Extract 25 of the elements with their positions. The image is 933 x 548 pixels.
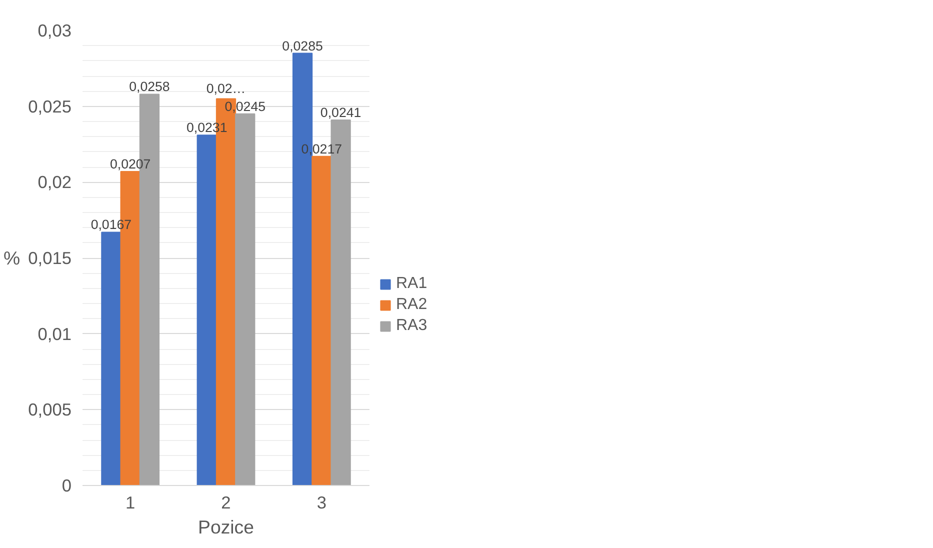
y-tick-label: 0,005 [28,400,72,420]
bar [235,113,256,486]
x-tick-label: 3 [316,492,326,512]
x-axis-title: Pozice [198,516,254,538]
y-tick-label: 0,01 [38,324,72,344]
data-label: 0,0258 [129,79,170,94]
legend-label: RA1 [396,275,428,293]
bar [101,232,122,486]
data-label: 0,0241 [320,104,362,120]
bar [312,156,332,486]
y-tick-label: 0,015 [28,248,72,268]
data-label: 0,02… [206,80,246,96]
bar [196,134,217,486]
y-axis-title: % [4,248,20,268]
data-label: 0,0285 [282,38,323,54]
y-tick-label: 0 [62,476,72,496]
legend-label: RA3 [396,317,428,335]
legend-label: RA2 [396,296,428,314]
data-label: 0,0217 [301,141,342,156]
y-tick-label: 0,025 [28,96,72,116]
y-tick-label: 0,02 [38,172,72,192]
data-label: 0,0207 [110,156,151,172]
x-tick-label: 2 [221,492,231,512]
y-tick-label: 0,03 [38,20,72,40]
x-tick-label: 1 [126,492,136,512]
